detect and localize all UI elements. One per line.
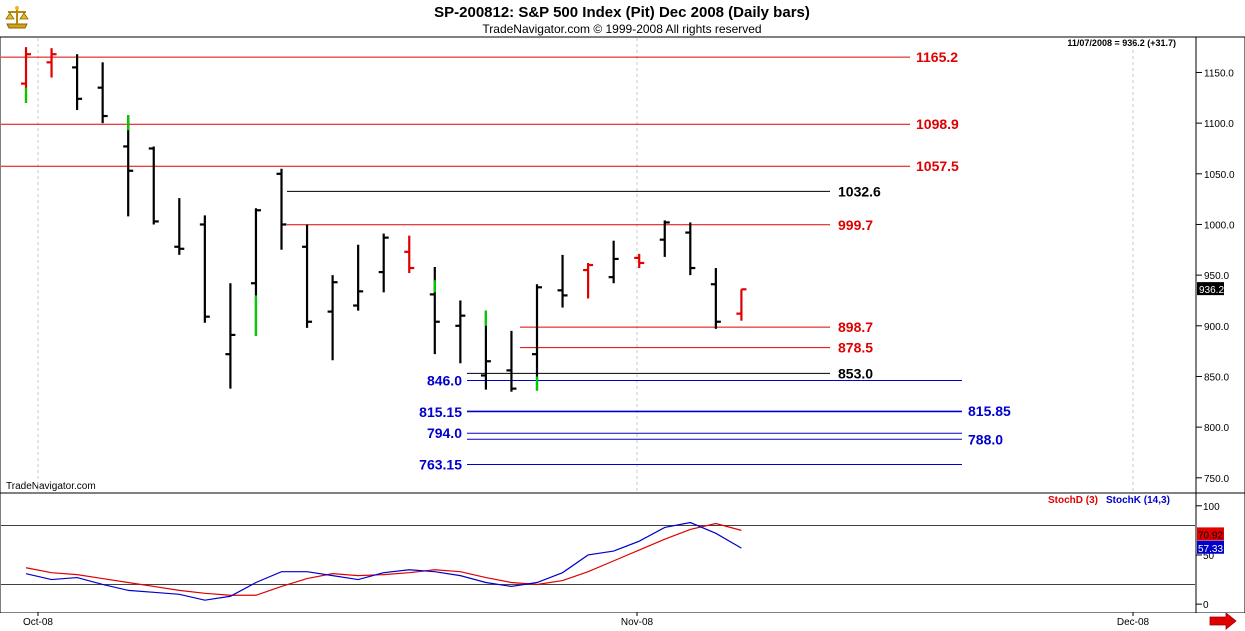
ohlc-bar <box>46 48 57 78</box>
chart-title: SP-200812: S&P 500 Index (Pit) Dec 2008 … <box>434 4 810 21</box>
price-axis <box>1195 36 1245 494</box>
ohlc-bar <box>608 240 619 284</box>
level-label: 1032.6 <box>838 183 881 199</box>
ohlc-bar <box>583 262 594 299</box>
ohlc-bar <box>327 275 338 361</box>
stoch-k-line <box>25 521 742 601</box>
ohlc-bar <box>480 310 491 390</box>
ohlc-bar <box>557 254 568 308</box>
level-label: 1165.2 <box>916 49 958 65</box>
price-levels: 1165.2 1098.9 1057.5 1032.6 999.7 898.7 878.5 8… <box>1 49 1011 472</box>
price-panel <box>0 36 1197 494</box>
y-tick-label: 900.0 <box>1204 322 1229 333</box>
level-label: 846.0 <box>427 373 462 389</box>
ohlc-bar <box>404 235 415 274</box>
ohlc-bar <box>148 146 159 225</box>
watermark: TradeNavigator.com <box>6 481 96 492</box>
x-tick-label: Dec-08 <box>1117 617 1150 628</box>
level-label: 794.0 <box>427 425 462 441</box>
stoch-tick-label: 100 <box>1203 502 1220 513</box>
ohlc-bar <box>199 215 210 323</box>
ohlc-bar <box>634 253 645 269</box>
stoch-d-line <box>25 522 742 596</box>
x-tick-label: Nov-08 <box>621 617 654 628</box>
legend-stoch-d: StochD (3) <box>1048 495 1098 506</box>
level-label: 999.7 <box>838 217 873 233</box>
stoch-value-tags: 70.92 57.33 <box>1197 527 1224 555</box>
level-label: 898.7 <box>838 319 873 335</box>
y-tick-label: 1000.0 <box>1204 220 1235 231</box>
x-axis-strip <box>0 613 1245 631</box>
stoch-k-tag-value: 57.33 <box>1198 544 1223 555</box>
ohlc-bar <box>276 168 287 250</box>
ohlc-bar <box>506 330 517 392</box>
level-label: 1098.9 <box>916 116 959 132</box>
last-price-info: 11/07/2008 = 936.2 (+31.7) <box>1067 38 1176 48</box>
ohlc-bar <box>72 54 83 110</box>
y-tick-label: 1050.0 <box>1204 170 1235 181</box>
ohlc-bar <box>225 283 236 389</box>
x-tick-label: Oct-08 <box>23 617 53 628</box>
ohlc-bar <box>378 233 389 293</box>
chart-copyright: TradeNavigator.com © 1999-2008 All right… <box>482 22 761 36</box>
ohlc-bar <box>455 300 466 364</box>
level-label: 1057.5 <box>916 158 959 174</box>
ohlc-bar <box>353 244 364 311</box>
y-tick-label: 750.0 <box>1204 474 1229 485</box>
level-label: 815.15 <box>419 404 462 420</box>
logo-icon <box>4 4 30 30</box>
ohlc-bar <box>97 62 108 124</box>
last-price-tag: 936.2 <box>1197 282 1224 296</box>
ohlc-bar <box>174 198 185 255</box>
y-tick-label: 850.0 <box>1204 372 1229 383</box>
last-price-value: 936.2 <box>1199 285 1224 296</box>
legend-stoch-k: StochK (14,3) <box>1106 495 1170 506</box>
x-axis-labels: Oct-08 Nov-08 Dec-08 <box>23 612 1150 628</box>
stoch-tick-label: 0 <box>1203 600 1209 611</box>
stoch-gridlines: 0 50 100 <box>1 502 1220 611</box>
ohlc-bar <box>710 268 721 329</box>
level-label: 763.15 <box>419 456 462 472</box>
ohlc-bar <box>736 288 747 321</box>
stoch-tick-label: 50 <box>1203 551 1215 562</box>
level-label: 788.0 <box>968 431 1003 447</box>
y-tick-label: 950.0 <box>1204 271 1229 282</box>
stoch-lines <box>25 521 742 601</box>
y-tick-label: 800.0 <box>1204 423 1229 434</box>
last-price-box <box>1197 282 1224 296</box>
level-label: 853.0 <box>838 365 873 381</box>
level-label: 878.5 <box>838 340 873 356</box>
stoch-d-tag-value: 70.92 <box>1198 530 1223 541</box>
stoch-legend: StochD (3) StochK (14,3) <box>1048 495 1170 506</box>
ohlc-bar <box>123 115 134 217</box>
price-axis-labels: 750.0 800.0 850.0 900.0 950.0 1000.0 1050.0 110… <box>1196 68 1235 485</box>
ohlc-bar <box>302 224 313 328</box>
stoch-k-tag-box <box>1197 540 1224 554</box>
y-tick-label: 1150.0 <box>1204 68 1234 79</box>
ohlc-bar <box>659 220 670 257</box>
scroll-right-arrow-icon[interactable] <box>1209 612 1237 630</box>
ohlc-bar <box>685 222 696 276</box>
ohlc-bar <box>532 284 542 391</box>
stoch-d-tag-box <box>1197 527 1224 541</box>
level-label: 815.85 <box>968 403 1011 419</box>
ohlc-bars <box>21 47 747 392</box>
y-tick-label: 1100.0 <box>1204 119 1234 130</box>
